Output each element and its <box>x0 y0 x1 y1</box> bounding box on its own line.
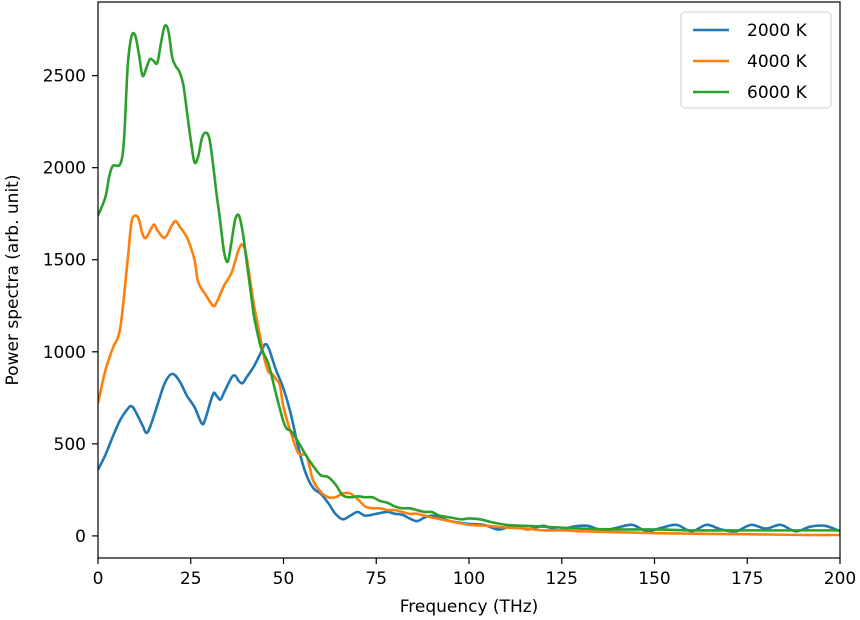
legend: 2000 K 4000 K 6000 K <box>680 11 832 109</box>
y-tick-label: 2000 <box>43 159 86 179</box>
series-layer <box>98 23 840 537</box>
x-tick-label: 200 <box>824 569 856 589</box>
legend-box <box>680 11 832 109</box>
series-line-4000-k <box>98 214 840 537</box>
y-tick-label: 1000 <box>43 343 86 363</box>
x-tick-label: 125 <box>546 569 578 589</box>
x-tick-label: 175 <box>731 569 763 589</box>
x-tick-label: 50 <box>273 569 295 589</box>
x-axis: 0 25 50 75 100 125 150 175 200 <box>93 558 856 589</box>
y-tick-label: 500 <box>54 435 86 455</box>
y-axis-label: Power spectra (arb. unit) <box>3 175 23 386</box>
y-axis: 0 500 1000 1500 2000 2500 <box>43 67 98 547</box>
x-tick-label: 150 <box>638 569 670 589</box>
x-tick-label: 75 <box>365 569 387 589</box>
series-line-2000-k <box>98 342 840 533</box>
y-tick-label: 1500 <box>43 251 86 271</box>
y-tick-label: 0 <box>75 527 86 547</box>
x-axis-label: Frequency (THz) <box>400 597 539 617</box>
x-tick-label: 100 <box>453 569 485 589</box>
legend-label: 2000 K <box>747 21 808 41</box>
x-tick-label: 25 <box>180 569 202 589</box>
y-tick-label: 2500 <box>43 67 86 87</box>
x-tick-label: 0 <box>93 569 104 589</box>
legend-label: 6000 K <box>747 83 808 103</box>
series-line-6000-k <box>98 23 840 532</box>
legend-label: 4000 K <box>747 52 808 72</box>
